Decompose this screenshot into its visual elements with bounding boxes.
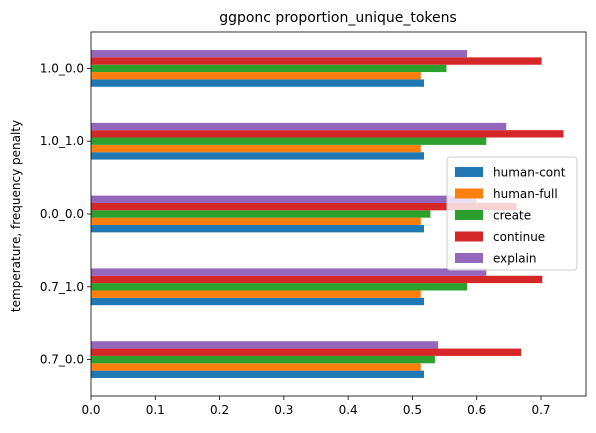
- legend-label-create: create: [493, 209, 531, 223]
- bar-human-cont-0.7_1.0: [91, 297, 424, 306]
- bar-continue-1.0_0.0: [91, 57, 542, 65]
- y-tick-label: 1.0_0.0: [40, 61, 84, 75]
- bar-create-1.0_0.0: [91, 64, 447, 73]
- legend-label-explain: explain: [493, 252, 537, 266]
- plot-frame: [90, 31, 587, 397]
- x-tick-label: 0.5: [403, 403, 422, 417]
- bar-human-full-0.0_0.0: [91, 217, 421, 226]
- x-tick-label: 0.7: [531, 403, 550, 417]
- bar-human-cont-1.0_1.0: [91, 152, 424, 160]
- legend-swatch-continue: [455, 231, 483, 242]
- bar-human-full-0.7_0.0: [91, 363, 421, 371]
- legend-label-human-cont: human-cont: [493, 166, 566, 180]
- legend-swatch-human-cont: [455, 167, 483, 177]
- legend-label-human-full: human-full: [493, 187, 558, 201]
- bar-explain-1.0_0.0: [91, 50, 468, 58]
- legend: human-cont human-full create continue explai…: [446, 156, 578, 271]
- legend-box: [446, 156, 578, 271]
- bars-group: [91, 50, 564, 378]
- axes-group: 0.7_0.0 0.7_1.0 0.0_0.0 1.0_1.0 1.0_0.0 0.0 0.…: [40, 31, 587, 417]
- y-tick-label: 1.0_1.0: [40, 134, 84, 148]
- legend-swatch-create: [455, 210, 483, 220]
- bar-continue-0.7_0.0: [91, 348, 522, 356]
- bar-continue-0.0_0.0: [91, 202, 517, 211]
- bar-explain-0.0_0.0: [91, 195, 477, 203]
- x-tick-label: 0.0: [81, 403, 100, 417]
- bar-create-0.7_1.0: [91, 283, 468, 291]
- x-tick-label: 0.4: [339, 403, 358, 417]
- y-tick-label: 0.0_0.0: [40, 207, 84, 221]
- x-tick-label: 0.6: [467, 403, 486, 417]
- x-tick-label: 0.1: [146, 403, 165, 417]
- legend-label-continue: continue: [493, 230, 545, 244]
- bar-create-0.0_0.0: [91, 210, 431, 218]
- bar-continue-0.7_1.0: [91, 275, 543, 284]
- legend-swatch-explain: [455, 253, 483, 263]
- bar-explain-0.7_1.0: [91, 268, 487, 276]
- y-tick-label: 0.7_0.0: [40, 353, 84, 367]
- bar-human-cont-1.0_0.0: [91, 79, 424, 87]
- bar-human-cont-0.7_0.0: [91, 370, 424, 378]
- chart-title: ggponc proportion_unique_tokens: [219, 10, 457, 26]
- bar-human-full-1.0_0.0: [91, 72, 421, 80]
- bar-create-1.0_1.0: [91, 137, 487, 145]
- y-axis-label: temperature, frequency penalty: [9, 120, 23, 312]
- bar-create-0.7_0.0: [91, 355, 435, 364]
- bar-human-full-1.0_1.0: [91, 144, 421, 153]
- y-tick-label: 0.7_1.0: [40, 280, 84, 294]
- bar-human-cont-0.0_0.0: [91, 225, 424, 233]
- bar-continue-1.0_1.0: [91, 130, 564, 138]
- bar-explain-0.7_0.0: [91, 341, 439, 349]
- bar-explain-1.0_1.0: [91, 122, 507, 131]
- bar-human-full-0.7_1.0: [91, 290, 421, 298]
- legend-swatch-human-full: [455, 188, 483, 199]
- x-tick-label: 0.2: [210, 403, 229, 417]
- x-tick-label: 0.3: [274, 403, 293, 417]
